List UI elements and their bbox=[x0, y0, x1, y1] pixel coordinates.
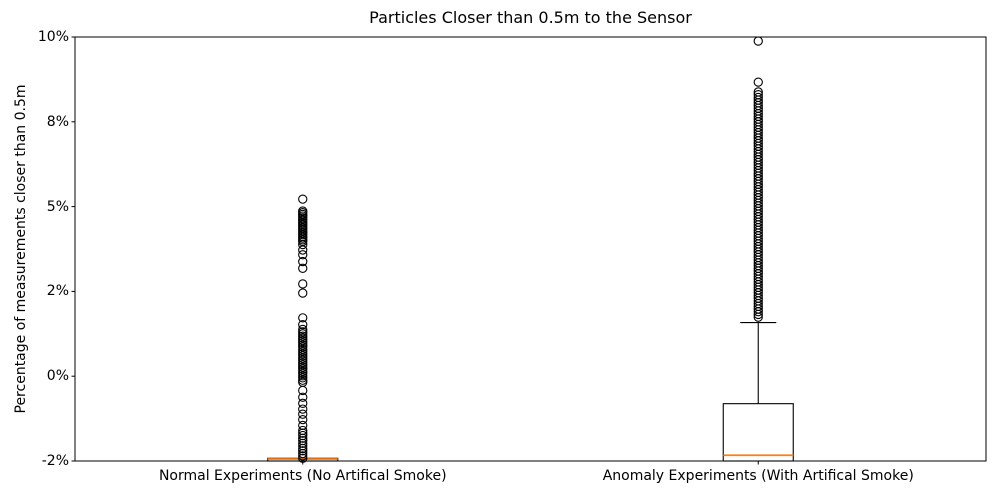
outlier-flier bbox=[753, 312, 763, 322]
outlier-flier bbox=[298, 279, 308, 289]
outlier-flier bbox=[298, 355, 308, 365]
outlier-flier bbox=[298, 453, 308, 463]
outlier-flier bbox=[298, 324, 308, 335]
outlier-flier bbox=[298, 337, 308, 348]
outlier-flier bbox=[298, 373, 308, 383]
outlier-flier bbox=[753, 307, 763, 317]
y-tick-label: 2% bbox=[46, 283, 69, 300]
y-tick-label: 8% bbox=[46, 113, 69, 130]
y-tick-label: 0% bbox=[46, 368, 69, 385]
outlier-flier bbox=[298, 288, 308, 298]
outlier-flier bbox=[298, 342, 308, 352]
outlier-flier bbox=[298, 346, 308, 357]
outlier-flier bbox=[298, 351, 308, 361]
outlier-flier bbox=[298, 256, 308, 267]
outlier-flier bbox=[298, 250, 308, 260]
outlier-flier bbox=[298, 245, 308, 255]
outlier-flier bbox=[298, 194, 308, 204]
outlier-flier bbox=[298, 451, 308, 461]
outlier-flier bbox=[298, 446, 308, 456]
outlier-flier bbox=[298, 329, 308, 339]
outlier-flier bbox=[298, 443, 308, 454]
outlier-flier bbox=[298, 313, 308, 323]
axes-frame bbox=[74, 36, 987, 462]
outlier-flier bbox=[298, 333, 308, 343]
outlier-flier bbox=[298, 404, 308, 414]
outlier-flier bbox=[753, 309, 763, 320]
outlier-flier bbox=[298, 438, 308, 449]
outlier-flier bbox=[298, 448, 308, 459]
outlier-flier bbox=[298, 433, 308, 443]
outlier-flier bbox=[298, 409, 308, 419]
outlier-flier bbox=[298, 263, 308, 273]
outlier-flier bbox=[298, 364, 308, 374]
x-tick-label: Anomaly Experiments (With Artifical Smok… bbox=[602, 468, 914, 484]
outlier-flier bbox=[298, 398, 308, 408]
box bbox=[722, 403, 794, 462]
outlier-flier bbox=[753, 77, 763, 87]
y-axis-label: Percentage of measurements closer than 0… bbox=[13, 84, 29, 414]
y-tick-label: 10% bbox=[37, 29, 69, 45]
outlier-flier bbox=[298, 392, 308, 402]
chart-title: Particles Closer than 0.5m to the Sensor bbox=[369, 8, 692, 27]
outlier-flier bbox=[753, 36, 763, 46]
y-tick-label: -2% bbox=[41, 453, 69, 469]
outlier-flier bbox=[298, 414, 308, 425]
y-tick-label: 5% bbox=[46, 198, 69, 215]
x-tick-label: Normal Experiments (No Artifical Smoke) bbox=[158, 468, 447, 484]
outlier-flier bbox=[298, 368, 308, 379]
outlier-flier bbox=[298, 385, 308, 396]
outlier-flier bbox=[298, 428, 308, 438]
outlier-flier bbox=[298, 360, 308, 370]
outlier-flier bbox=[298, 239, 308, 250]
outlier-flier bbox=[298, 319, 308, 330]
